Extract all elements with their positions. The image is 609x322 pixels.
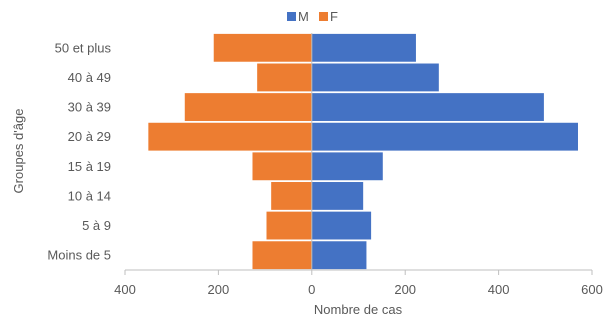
- category-label-2: 10 à 14: [68, 188, 111, 203]
- bar-m-1: [311, 211, 372, 240]
- x-tick-label-3: 200: [394, 282, 416, 297]
- x-tick-label-2: 0: [308, 282, 315, 297]
- category-label-5: 30 à 39: [68, 100, 111, 115]
- x-tick-label-5: 600: [581, 282, 603, 297]
- bar-f-1: [266, 211, 312, 240]
- x-tick-labels: 400 200 0 200 400 600: [114, 270, 603, 297]
- category-label-3: 15 à 19: [68, 159, 111, 174]
- bar-f-7: [213, 33, 312, 62]
- category-label-1: 5 à 9: [82, 218, 111, 233]
- category-label-4: 20 à 29: [68, 129, 111, 144]
- bar-f-0: [252, 241, 312, 270]
- category-label-0: Moins de 5: [47, 248, 111, 263]
- category-label-7: 50 et plus: [55, 40, 112, 55]
- legend: M F: [287, 9, 338, 24]
- bar-f-4: [148, 122, 312, 151]
- bar-m-4: [311, 122, 578, 151]
- bar-f-6: [257, 63, 312, 92]
- x-tick-label-0: 400: [114, 282, 136, 297]
- bar-m-5: [311, 93, 544, 121]
- legend-label-m: M: [298, 9, 309, 24]
- bar-f-2: [271, 182, 312, 210]
- legend-swatch-m: [287, 12, 296, 21]
- bar-f-3: [252, 152, 312, 181]
- legend-swatch-f: [319, 12, 328, 21]
- bar-m-2: [311, 182, 364, 210]
- category-label-6: 40 à 49: [68, 70, 111, 85]
- bar-m-7: [311, 33, 416, 62]
- x-tick-label-4: 400: [488, 282, 510, 297]
- bar-m-3: [311, 152, 383, 181]
- bar-m-0: [311, 241, 367, 270]
- bars-group: [148, 33, 578, 270]
- bar-f-5: [184, 93, 312, 121]
- category-labels: Moins de 5 5 à 9 10 à 14 15 à 19 20 à 29 30 à…: [47, 40, 111, 262]
- y-axis-title: Groupes d'âge: [11, 109, 26, 194]
- legend-label-f: F: [330, 9, 338, 24]
- x-tick-label-1: 200: [208, 282, 230, 297]
- x-axis-title: Nombre de cas: [314, 302, 403, 317]
- bar-m-6: [311, 63, 439, 92]
